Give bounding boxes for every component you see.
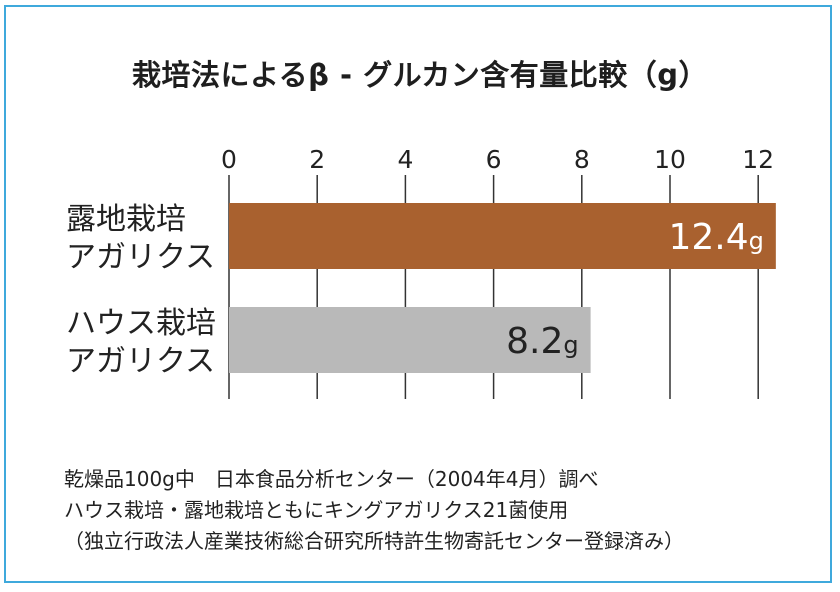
footnote-1: 乾燥品100g中 日本食品分析センター（2004年4月）調べ xyxy=(64,467,599,491)
data-label-1: 8.2g xyxy=(506,321,579,362)
x-tick-label-4: 4 xyxy=(397,145,413,174)
data-label-0: 12.4g xyxy=(668,217,763,258)
x-tick-label-8: 8 xyxy=(574,145,590,174)
x-tick-label-0: 0 xyxy=(221,145,237,174)
footnotes: 乾燥品100g中 日本食品分析センター（2004年4月）調べ ハウス栽培・露地栽… xyxy=(64,464,684,557)
category-label-0: 露地栽培アガリクス xyxy=(66,202,215,275)
chart-title: 栽培法によるβ - グルカン含有量比較（g） xyxy=(131,58,708,92)
category-label-1: ハウス栽培アガリクス xyxy=(66,306,216,379)
x-tick-label-6: 6 xyxy=(486,145,502,174)
bar-0 xyxy=(229,203,776,269)
x-tick-label-10: 10 xyxy=(654,145,686,174)
x-tick-label-2: 2 xyxy=(309,145,325,174)
bar-1 xyxy=(229,307,591,373)
x-tick-label-12: 12 xyxy=(742,145,774,174)
footnote-3: （独立行政法人産業技術総合研究所特許生物寄託センター登録済み） xyxy=(64,529,684,553)
chart-frame xyxy=(4,5,832,583)
footnote-2: ハウス栽培・露地栽培ともにキングアガリクス21菌使用 xyxy=(64,498,569,522)
bar-chart: 0 2 4 6 8 10 12 露地栽培アガリクス 12.4g ハウス栽培アガリクス 8.2g xyxy=(66,145,776,399)
